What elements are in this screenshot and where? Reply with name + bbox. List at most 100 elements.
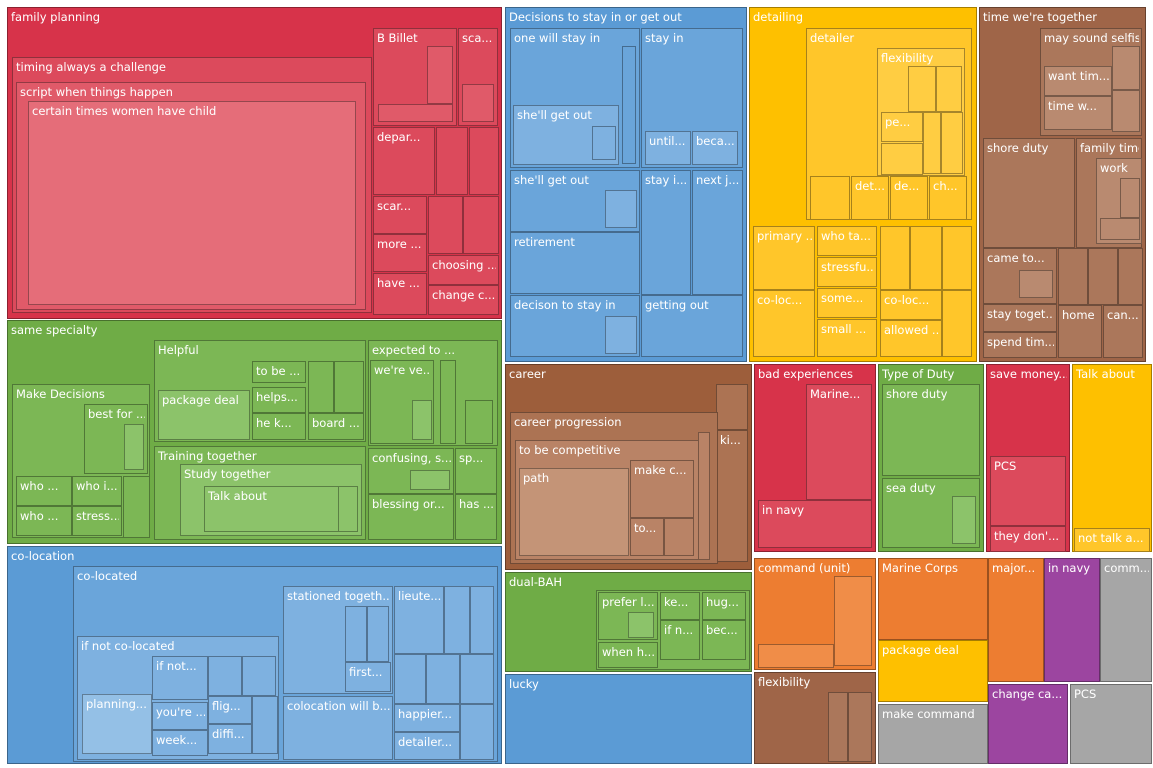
node[interactable]: time w... [1044,96,1112,130]
node[interactable]: sp... [455,448,497,494]
node[interactable]: choosing ... [428,255,499,285]
tile [942,226,972,290]
node-label: planning... [86,697,147,711]
node[interactable]: stay toget... [983,304,1057,332]
node[interactable]: if n... [660,620,700,660]
node[interactable]: some... [817,288,877,318]
node[interactable]: helps... [252,387,306,413]
node[interactable]: he k... [252,413,306,440]
node[interactable]: hug... [702,592,746,620]
tile [605,316,637,354]
node[interactable]: spend tim... [983,332,1057,358]
node[interactable]: scar... [373,196,427,234]
tile [460,654,494,704]
node[interactable]: first... [345,662,391,692]
node[interactable]: package deal [878,640,988,702]
node[interactable]: make c... [630,460,694,518]
node[interactable]: small ... [817,319,877,357]
node[interactable]: can... [1103,305,1143,358]
node-label: Training together [158,449,257,463]
node[interactable]: flig... [208,696,252,724]
node[interactable]: retirement [510,232,640,294]
node[interactable]: if not... [152,656,208,700]
node[interactable]: Talk about [1072,364,1152,552]
node[interactable]: want tim... [1044,66,1112,96]
node[interactable]: colocation will b... [283,696,393,760]
node[interactable]: change ca... [988,684,1068,764]
tile [345,606,367,662]
node[interactable]: planning... [82,694,152,754]
node[interactable]: home [1058,305,1102,358]
node[interactable]: allowed ... [880,320,942,357]
node[interactable]: has ... [455,494,497,540]
node-label: stress... [76,509,119,523]
node-label: Make Decisions [16,387,105,401]
tile [123,476,150,538]
node[interactable]: blessing or... [368,494,454,540]
node[interactable]: in navy [1044,558,1100,682]
node[interactable]: you're ... [152,702,208,730]
node[interactable]: shore duty [983,138,1075,248]
node[interactable]: beca... [692,131,738,165]
node[interactable]: major... [988,558,1044,682]
node[interactable]: who i... [72,476,122,506]
node[interactable]: ch... [929,176,967,220]
node[interactable]: de... [890,176,928,220]
node[interactable]: stressfu... [817,257,877,287]
node[interactable]: not talk a... [1074,528,1150,552]
node[interactable]: det... [851,176,889,220]
node[interactable]: happier... [394,704,460,732]
node[interactable]: lieute... [394,586,444,654]
node[interactable]: stress... [72,506,122,536]
node[interactable]: path [519,468,629,556]
node[interactable]: next j... [692,170,743,295]
node[interactable]: comm... [1100,558,1152,682]
tile [1058,248,1088,305]
node[interactable]: detailer... [394,732,460,760]
node[interactable]: PCS [990,456,1066,526]
node-label: to be competitive [519,443,621,457]
tile [592,126,616,160]
node[interactable]: Talk about [204,486,358,532]
node[interactable]: have ... [373,273,427,315]
node-label: helps... [256,390,298,404]
node[interactable]: pe... [881,112,923,142]
node[interactable]: board ... [308,413,364,440]
node[interactable]: PCS [1070,684,1152,764]
node[interactable]: who ... [16,506,72,536]
node-label: flexibility [881,51,934,65]
node-label: who ... [20,509,59,523]
node[interactable]: week... [152,730,208,756]
node[interactable]: make command [878,704,988,764]
node[interactable]: until... [645,131,691,165]
node[interactable]: Marine... [806,384,872,500]
node[interactable]: primary ... [753,226,815,290]
node[interactable]: to be ... [252,361,306,383]
node[interactable]: certain times women have child [28,101,356,305]
node[interactable]: who ... [16,476,72,506]
node[interactable]: package deal [158,390,250,440]
node[interactable]: who ta... [817,226,877,256]
node-label: Talk about [208,489,267,503]
node-label: in navy [762,503,805,517]
node[interactable]: ke... [660,592,700,620]
node[interactable]: to... [630,518,664,556]
node[interactable]: diffi... [208,724,252,754]
node[interactable]: shore duty [882,384,980,476]
node[interactable]: depar... [373,127,435,195]
node[interactable]: more ... [373,234,427,272]
node[interactable]: in navy [758,500,872,548]
node-label: PCS [1074,687,1097,701]
node[interactable]: ki... [716,430,748,562]
node-label: sea duty [886,481,936,495]
node[interactable]: bec... [702,620,746,660]
node[interactable]: when h... [598,642,658,668]
node[interactable]: stay i... [641,170,691,295]
node[interactable]: co-loc... [880,290,942,320]
node[interactable]: lucky [505,674,752,764]
node[interactable]: co-loc... [753,290,815,357]
node[interactable]: getting out [641,295,743,357]
node[interactable]: Marine Corps [878,558,988,640]
node[interactable]: they don'... [990,526,1066,552]
node[interactable]: change c... [428,285,499,315]
